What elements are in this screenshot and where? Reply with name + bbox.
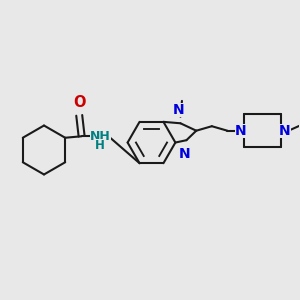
Text: N: N [173, 103, 185, 117]
Text: N: N [179, 147, 191, 161]
Text: NH: NH [90, 130, 110, 143]
Text: N: N [279, 124, 291, 138]
Text: O: O [73, 95, 85, 110]
Text: N: N [235, 124, 247, 138]
Text: H: H [95, 139, 105, 152]
